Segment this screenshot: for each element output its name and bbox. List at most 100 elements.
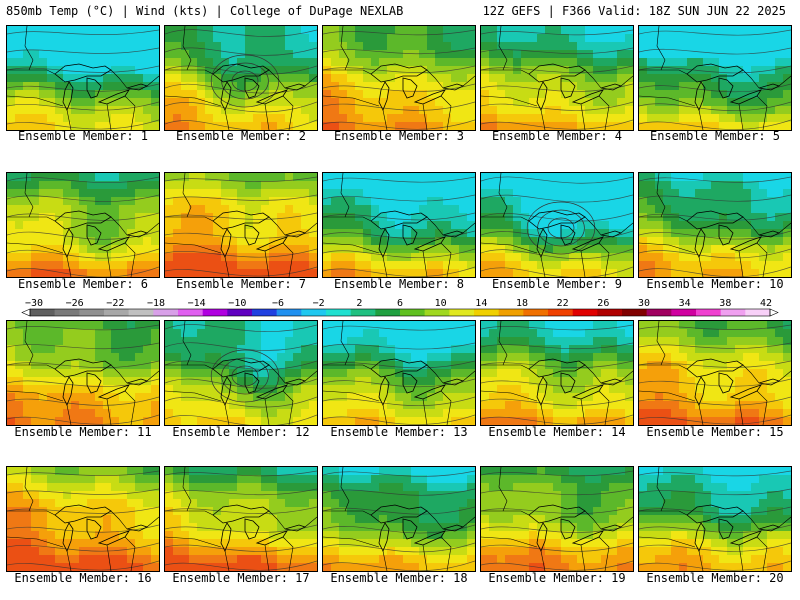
temperature-cell: [569, 90, 578, 99]
temperature-cell: [229, 345, 238, 354]
temperature-cell: [229, 401, 238, 410]
temperature-cell: [459, 253, 468, 262]
temperature-cell: [119, 401, 128, 410]
temperature-cell: [625, 417, 633, 425]
temperature-cell: [151, 507, 159, 516]
temperature-cell: [743, 393, 752, 402]
state-border: [7, 242, 64, 254]
member-caption: Ensemble Member: 15: [646, 425, 784, 439]
temperature-cell: [245, 197, 254, 206]
temperature-cell: [95, 90, 104, 99]
state-border: [124, 390, 136, 425]
temperature-cell: [371, 467, 380, 476]
temperature-cell: [561, 409, 570, 418]
temperature-cell: [301, 106, 310, 115]
temperature-cell: [95, 417, 104, 425]
temperature-cell: [687, 50, 696, 59]
temperature-cell: [783, 261, 791, 270]
temperature-cell: [165, 531, 174, 540]
temperature-cell: [411, 483, 420, 492]
temperature-cell: [151, 82, 159, 91]
temperature-cell: [625, 74, 633, 83]
temperature-cell: [759, 197, 768, 206]
temperature-cell: [87, 467, 96, 476]
temperature-cell: [205, 329, 214, 338]
temperature-cell: [253, 409, 262, 418]
temperature-cell: [419, 261, 428, 270]
temperature-cell: [759, 114, 768, 123]
temperature-cell: [743, 173, 752, 182]
great-lake-outline: [536, 228, 548, 258]
temperature-cell: [103, 361, 112, 370]
temperature-cell: [23, 229, 32, 238]
temperature-cell: [173, 409, 182, 418]
temperature-cell: [277, 66, 286, 75]
temperature-cell: [127, 42, 136, 51]
temperature-cell: [301, 475, 310, 484]
temperature-cell: [679, 34, 688, 43]
temperature-cell: [647, 229, 656, 238]
temperature-cell: [609, 467, 618, 476]
temperature-cell: [379, 417, 388, 425]
temperature-cell: [497, 417, 506, 425]
temperature-cell: [245, 321, 254, 330]
temperature-cell: [435, 205, 444, 214]
temperature-cell: [301, 515, 310, 524]
temperature-cell: [481, 499, 490, 508]
temperature-cell: [395, 353, 404, 362]
state-border: [462, 222, 475, 234]
temperature-cell: [553, 269, 562, 277]
temperature-cell: [143, 253, 152, 262]
temperature-cell: [719, 26, 728, 35]
temperature-cell: [497, 50, 506, 59]
temperature-cell: [293, 90, 302, 99]
temperature-cell: [165, 269, 174, 277]
temperature-cell: [205, 417, 214, 425]
temperature-cell: [671, 106, 680, 115]
temperature-cell: [435, 369, 444, 378]
temperature-cell: [339, 499, 348, 508]
temperature-cell: [79, 539, 88, 548]
temperature-cell: [213, 181, 222, 190]
temperature-cell: [601, 385, 610, 394]
temperature-cell: [529, 261, 538, 270]
temperature-cell: [451, 122, 460, 130]
temperature-cell: [237, 189, 246, 198]
temperature-cell: [245, 377, 254, 386]
temperature-cell: [277, 507, 286, 516]
temperature-cell: [127, 269, 136, 277]
temperature-cell: [323, 345, 332, 354]
temperature-cell: [95, 122, 104, 130]
temperature-cell: [727, 229, 736, 238]
temperature-cell: [529, 42, 538, 51]
temperature-cell: [111, 42, 120, 51]
temperature-cell: [735, 74, 744, 83]
temperature-cell: [577, 26, 586, 35]
temperature-cell: [277, 539, 286, 548]
state-border: [656, 173, 666, 218]
temperature-cell: [245, 539, 254, 548]
temperature-cell: [687, 26, 696, 35]
temperature-cell: [481, 181, 490, 190]
temperature-cell: [189, 385, 198, 394]
temperature-cell: [601, 499, 610, 508]
temperature-cell: [443, 42, 452, 51]
temperature-cell: [339, 74, 348, 83]
temperature-cell: [647, 181, 656, 190]
temperature-cell: [553, 34, 562, 43]
temperature-cell: [489, 261, 498, 270]
temperature-cell: [617, 337, 626, 346]
temperature-cell: [513, 26, 522, 35]
temperature-cell: [411, 523, 420, 532]
temperature-cell: [601, 353, 610, 362]
temperature-cell: [711, 401, 720, 410]
temperature-cell: [261, 475, 270, 484]
temperature-cell: [23, 173, 32, 182]
temperature-cell: [569, 269, 578, 277]
temperature-cell: [379, 122, 388, 130]
temperature-cell: [671, 237, 680, 246]
temperature-cell: [553, 213, 562, 222]
temperature-cell: [135, 321, 144, 330]
temperature-cell: [269, 491, 278, 500]
temperature-cell: [751, 253, 760, 262]
